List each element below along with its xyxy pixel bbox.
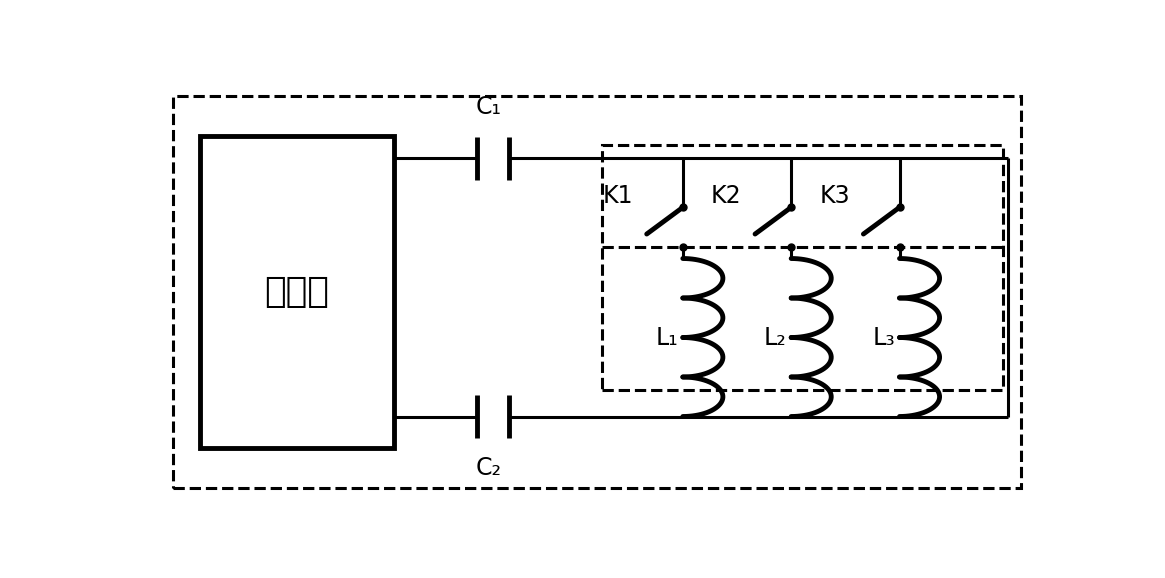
Text: L₃: L₃ [873,325,895,350]
Text: K3: K3 [819,184,849,208]
Bar [172,96,1022,488]
Text: K2: K2 [711,184,741,208]
Text: C₂: C₂ [475,455,502,480]
Text: K1: K1 [602,184,634,208]
Text: L₁: L₁ [656,325,678,350]
Text: L₂: L₂ [764,325,786,350]
Text: C₁: C₁ [475,95,502,119]
Bar [601,145,1003,390]
Bar [200,136,394,447]
Text: 逆变器: 逆变器 [264,275,330,309]
